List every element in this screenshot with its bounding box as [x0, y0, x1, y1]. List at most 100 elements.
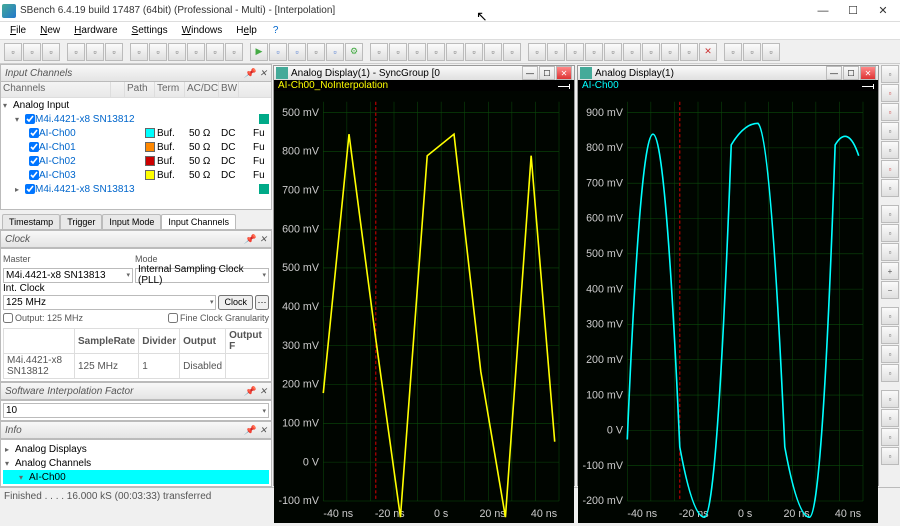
tb-play[interactable]: ▶ — [250, 43, 268, 61]
tb-22[interactable]: ▫ — [427, 43, 445, 61]
rb-3[interactable]: ▫ — [881, 103, 899, 121]
scope-max[interactable]: ☐ — [843, 66, 859, 80]
scope-plot[interactable]: 500 mV800 mV700 mV600 mV500 mV400 mV300 … — [274, 91, 574, 523]
channel-row[interactable]: AI-Ch02Buf.50 ΩDCFu — [1, 154, 271, 168]
scope-min[interactable]: — — [826, 66, 842, 80]
menu-settings[interactable]: Settings — [126, 24, 174, 37]
pin-icon[interactable]: 📌 — [244, 68, 255, 79]
help-icon[interactable]: ? — [267, 24, 285, 37]
device-checkbox[interactable] — [25, 114, 35, 124]
tb-12[interactable]: ▫ — [225, 43, 243, 61]
tb-37[interactable]: ▫ — [724, 43, 742, 61]
rb-15[interactable]: ▫ — [881, 345, 899, 363]
tb-15[interactable]: ▫ — [288, 43, 306, 61]
rb-19[interactable]: ▫ — [881, 428, 899, 446]
panel-close-icon[interactable]: ✕ — [259, 234, 267, 245]
tree-row[interactable]: ▾M4i.4421-x8 SN13812 — [1, 112, 271, 126]
tb-8[interactable]: ▫ — [149, 43, 167, 61]
rb-17[interactable]: ▫ — [881, 390, 899, 408]
menu-windows[interactable]: Windows — [176, 24, 229, 37]
master-select[interactable]: M4i.4421-x8 SN13813 — [3, 268, 133, 283]
rb-2[interactable]: ▫ — [881, 84, 899, 102]
mode-select[interactable]: Internal Sampling Clock (PLL) — [135, 268, 269, 283]
intclock-select[interactable]: 125 MHz — [3, 295, 216, 310]
output-checkbox[interactable] — [3, 313, 13, 323]
tb-38[interactable]: ▫ — [743, 43, 761, 61]
tb-23[interactable]: ▫ — [446, 43, 464, 61]
scope-plot[interactable]: 900 mV800 mV700 mV600 mV500 mV400 mV300 … — [578, 91, 878, 523]
tb-20[interactable]: ▫ — [389, 43, 407, 61]
tb-28[interactable]: ▫ — [547, 43, 565, 61]
menu-new[interactable]: New — [34, 24, 66, 37]
tb-5[interactable]: ▫ — [86, 43, 104, 61]
rb-14[interactable]: ▫ — [881, 326, 899, 344]
rb-11[interactable]: + — [881, 262, 899, 280]
tb-32[interactable]: ▫ — [623, 43, 641, 61]
tab-inputmode[interactable]: Input Mode — [102, 214, 161, 229]
channel-row[interactable]: AI-Ch03Buf.50 ΩDCFu — [1, 168, 271, 182]
pin-icon[interactable]: 📌 — [244, 425, 255, 436]
pin-icon[interactable]: 📌 — [244, 234, 255, 245]
tb-19[interactable]: ▫ — [370, 43, 388, 61]
maximize-button[interactable]: ☐ — [838, 1, 868, 21]
panel-close-icon[interactable]: ✕ — [259, 425, 267, 436]
info-row[interactable]: ▾Analog Channels — [3, 456, 269, 470]
minimize-button[interactable]: — — [808, 1, 838, 21]
tb-6[interactable]: ▫ — [105, 43, 123, 61]
rb-9[interactable]: ▫ — [881, 224, 899, 242]
tb-24[interactable]: ▫ — [465, 43, 483, 61]
tb-21[interactable]: ▫ — [408, 43, 426, 61]
rb-10[interactable]: ▫ — [881, 243, 899, 261]
info-row[interactable]: ▸Analog Displays — [3, 442, 269, 456]
tb-7[interactable]: ▫ — [130, 43, 148, 61]
rb-6[interactable]: ▫ — [881, 160, 899, 178]
tb-29[interactable]: ▫ — [566, 43, 584, 61]
scope-max[interactable]: ☐ — [539, 66, 555, 80]
rb-8[interactable]: ▫ — [881, 205, 899, 223]
pin-icon[interactable]: 📌 — [244, 386, 255, 397]
tb-save[interactable]: ▫ — [42, 43, 60, 61]
scope-close[interactable]: ✕ — [860, 66, 876, 80]
tb-14[interactable]: ▫ — [269, 43, 287, 61]
tab-timestamp[interactable]: Timestamp — [2, 214, 60, 229]
tb-open[interactable]: ▫ — [23, 43, 41, 61]
rb-12[interactable]: − — [881, 281, 899, 299]
interp-select[interactable]: 10 — [3, 403, 269, 418]
tb-11[interactable]: ▫ — [206, 43, 224, 61]
scope-min[interactable]: — — [522, 66, 538, 80]
tab-trigger[interactable]: Trigger — [60, 214, 102, 229]
rb-20[interactable]: ▫ — [881, 447, 899, 465]
tb-39[interactable]: ▫ — [762, 43, 780, 61]
scope-close[interactable]: ✕ — [556, 66, 572, 80]
fineclock-checkbox[interactable] — [168, 313, 178, 323]
tb-10[interactable]: ▫ — [187, 43, 205, 61]
tb-17[interactable]: ▫ — [326, 43, 344, 61]
panel-close-icon[interactable]: ✕ — [259, 386, 267, 397]
rb-1[interactable]: ▫ — [881, 65, 899, 83]
clock-button[interactable]: Clock — [218, 295, 253, 310]
tb-25[interactable]: ▫ — [484, 43, 502, 61]
tb-gear[interactable]: ⚙ — [345, 43, 363, 61]
close-button[interactable]: ✕ — [868, 1, 898, 21]
rb-7[interactable]: ▫ — [881, 179, 899, 197]
tb-26[interactable]: ▫ — [503, 43, 521, 61]
tree-row[interactable]: ▾Analog Input — [1, 98, 271, 112]
rb-5[interactable]: ▫ — [881, 141, 899, 159]
rb-4[interactable]: ▫ — [881, 122, 899, 140]
tb-33[interactable]: ▫ — [642, 43, 660, 61]
tb-30[interactable]: ▫ — [585, 43, 603, 61]
panel-close-icon[interactable]: ✕ — [259, 68, 267, 79]
tree-row[interactable]: ▸M4i.4421-x8 SN13813 — [1, 182, 271, 196]
clock-opts[interactable]: ⋯ — [255, 295, 269, 310]
tb-delete[interactable]: ✕ — [699, 43, 717, 61]
rb-16[interactable]: ▫ — [881, 364, 899, 382]
channel-row[interactable]: AI-Ch01Buf.50 ΩDCFu — [1, 140, 271, 154]
info-row[interactable]: ▾AI-Ch00 — [3, 470, 269, 484]
tb-27[interactable]: ▫ — [528, 43, 546, 61]
channel-row[interactable]: AI-Ch00Buf.50 ΩDCFu — [1, 126, 271, 140]
rb-13[interactable]: ▫ — [881, 307, 899, 325]
tb-34[interactable]: ▫ — [661, 43, 679, 61]
tb-35[interactable]: ▫ — [680, 43, 698, 61]
menu-hardware[interactable]: Hardware — [68, 24, 123, 37]
tb-31[interactable]: ▫ — [604, 43, 622, 61]
